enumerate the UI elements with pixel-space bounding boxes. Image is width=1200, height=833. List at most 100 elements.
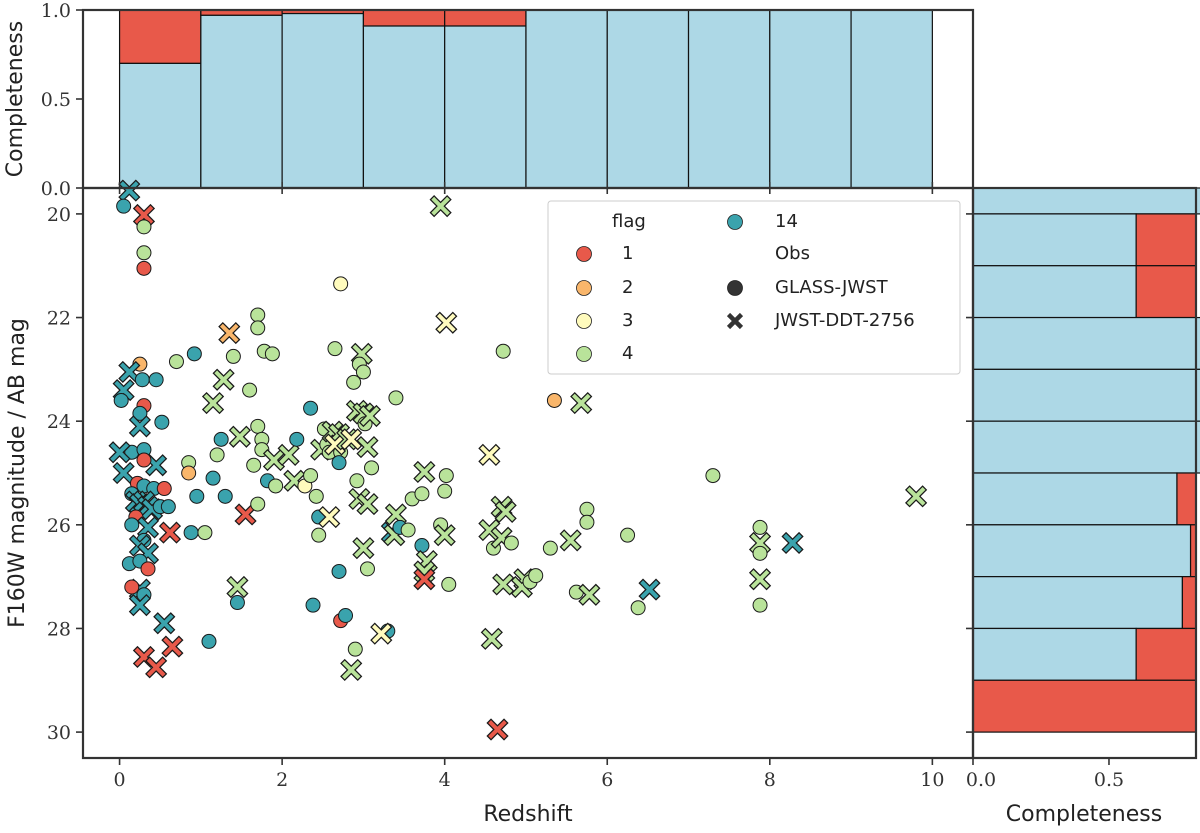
legend-frame <box>547 200 961 375</box>
scatter-point-ddt <box>218 321 241 345</box>
scatter-point-glass <box>289 431 305 447</box>
scatter-point-glass <box>414 486 430 502</box>
legend: flag 1 2 3 4 14 Obs GLASS-JWST JWST-DDT-… <box>547 200 961 375</box>
scatter-point-glass <box>327 341 343 357</box>
scatter-point-glass <box>116 198 132 214</box>
scatter-point-glass <box>347 641 363 657</box>
scatter-point-ddt <box>433 524 456 547</box>
scatter-point-ddt <box>413 460 436 484</box>
y-tick-label: 22 <box>47 308 71 330</box>
scatter-point-glass <box>579 501 595 517</box>
scatter-point-glass <box>349 473 365 489</box>
scatter-point-ddt <box>480 627 503 650</box>
scatter-point-glass <box>201 633 217 649</box>
scatter-point-glass <box>303 400 319 416</box>
scatter-point-glass <box>250 496 266 512</box>
scatter-point-glass <box>546 392 562 408</box>
right-bar-complete <box>972 524 1192 578</box>
scatter-point-ddt <box>226 575 249 599</box>
right-bar-incomplete <box>1135 213 1197 267</box>
scatter-point-glass <box>136 452 152 468</box>
scatter-point-ddt <box>228 425 251 448</box>
scatter-point-glass <box>503 535 519 551</box>
scatter-point-ddt <box>128 415 151 438</box>
scatter-point-glass <box>197 525 213 541</box>
scatter-point-glass <box>388 390 404 406</box>
scatter-point-glass <box>140 561 156 577</box>
scatter-point-glass <box>134 372 150 388</box>
right-bar-incomplete <box>1176 472 1197 526</box>
scatter-point-glass <box>308 488 324 504</box>
scatter-point-glass <box>359 561 375 577</box>
top-bar-complete <box>281 12 365 189</box>
scatter-point-glass <box>264 346 280 362</box>
scatter-point-ddt <box>318 505 341 529</box>
x-tick-label: 4 <box>439 769 451 791</box>
scatter-point-glass <box>213 431 229 447</box>
top-y-tick-label: 1.0 <box>41 0 71 22</box>
scatter-point-glass <box>250 418 266 434</box>
scatter-point-ddt <box>212 368 235 391</box>
scatter-point-glass <box>303 468 319 484</box>
scatter-point-ddt <box>748 568 772 591</box>
right-completeness-histogram <box>972 187 1200 733</box>
legend-obs-title: Obs <box>775 243 810 264</box>
scatter-x-axis-title: Redshift <box>483 802 573 827</box>
scatter-point-glass <box>242 382 258 398</box>
top-y-axis-title: Completeness <box>3 21 28 177</box>
scatter-point-glass <box>620 527 636 543</box>
scatter-point-ddt <box>781 531 804 555</box>
right-bar-incomplete <box>1135 265 1197 319</box>
right-bar-complete <box>972 576 1184 630</box>
scatter-point-glass <box>752 597 768 613</box>
scatter-point-glass <box>160 499 176 515</box>
scatter-point-glass <box>154 414 170 430</box>
scatter-point-glass <box>752 545 768 561</box>
scatter-point-glass <box>528 568 544 584</box>
top-bar-complete <box>687 9 771 189</box>
scatter-point-ddt <box>277 443 300 466</box>
scatter-point-glass <box>333 276 349 292</box>
scatter-point-glass <box>183 525 199 541</box>
scatter-point-ddt <box>638 578 661 601</box>
scatter-point-glass <box>414 538 430 554</box>
legend-flag-2-label: 2 <box>622 277 633 298</box>
legend-flag-4-label: 4 <box>622 343 633 364</box>
top-bar-complete <box>850 9 933 189</box>
right-x-axis-title: Completeness <box>1006 802 1162 827</box>
x-tick-label: 8 <box>764 769 776 791</box>
legend-glass-jwst-marker <box>727 280 743 296</box>
scatter-point-ddt <box>158 521 182 544</box>
scatter-point-glass <box>438 468 454 484</box>
scatter-point-glass <box>217 488 233 504</box>
scatter-point-glass <box>113 392 129 408</box>
scatter-point-glass <box>205 470 221 486</box>
scatter-point-ddt <box>262 448 286 472</box>
scatter-point-glass <box>189 488 205 504</box>
scatter-point-ddt <box>559 529 582 552</box>
right-bar-complete <box>972 316 1200 370</box>
legend-glass-jwst-label: GLASS-JWST <box>775 277 889 298</box>
scatter-point-glass <box>364 460 380 476</box>
right-bar-complete <box>972 213 1137 267</box>
y-tick-label: 24 <box>47 411 71 433</box>
legend-flag-3-marker <box>576 313 592 329</box>
scatter-point-glass <box>250 320 266 336</box>
legend-flag-14-marker <box>727 214 743 230</box>
y-tick-label: 30 <box>47 722 71 744</box>
scatter-point-ddt <box>494 500 517 523</box>
scatter-point-glass <box>181 465 197 481</box>
right-axes-frame <box>971 186 1198 760</box>
scatter-point-ddt <box>578 583 601 606</box>
scatter-point-ddt <box>145 656 168 679</box>
right-bar-complete <box>972 265 1137 319</box>
scatter-point-glass <box>250 307 266 323</box>
scatter-point-glass <box>630 600 646 616</box>
scatter-point-glass <box>132 405 148 421</box>
legend-jwst-ddt-marker <box>726 312 744 330</box>
x-tick-label: 0 <box>114 769 126 791</box>
scatter-point-glass <box>400 522 416 538</box>
legend-flag-title: flag <box>612 211 646 232</box>
top-bar-incomplete <box>444 9 527 27</box>
